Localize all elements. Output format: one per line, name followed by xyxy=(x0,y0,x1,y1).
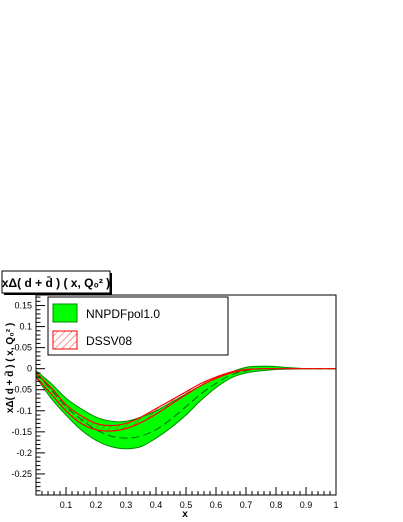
y-tick-label: 0 xyxy=(27,364,32,374)
x-axis-title: x xyxy=(182,509,188,520)
x-tick-label: 0.9 xyxy=(300,500,313,510)
legend-label-nnpdf: NNPDFpol1.0 xyxy=(86,307,160,321)
x-tick-label: 0.1 xyxy=(60,500,73,510)
title-box-shadow-right xyxy=(110,273,112,295)
legend-swatch-nnpdf xyxy=(52,303,78,323)
x-tick-label: 0.7 xyxy=(240,500,253,510)
x-tick-label: 0.3 xyxy=(120,500,133,510)
x-axis: 0.1 0.2 0.3 0.4 0.5 0.6 0.7 0.8 0.9 1 xyxy=(35,487,339,510)
legend-label-dssv: DSSV08 xyxy=(86,334,132,348)
legend-frame xyxy=(47,296,229,356)
legend-swatch-dssv xyxy=(52,330,78,350)
y-tick-label: -0.25 xyxy=(11,469,32,479)
y-axis-title: xΔ( d + d̄ ) ( x, Q₀² ) xyxy=(4,323,16,413)
x-tick-label: 0.5 xyxy=(180,500,193,510)
legend: NNPDFpol1.0 DSSV08 xyxy=(47,296,229,356)
y-tick-label: -0.05 xyxy=(11,385,32,395)
chart-title: xΔ( d + d̄ ) ( x, Q₀² ) xyxy=(2,276,110,290)
title-box-shadow-bottom xyxy=(4,293,112,295)
x-tick-label: 0.4 xyxy=(150,500,163,510)
y-tick-label: -0.15 xyxy=(11,427,32,437)
x-tick-label: 0.2 xyxy=(90,500,103,510)
y-tick-label: 0.05 xyxy=(14,343,32,353)
y-tick-label: 0.1 xyxy=(19,322,32,332)
y-tick-label: -0.2 xyxy=(16,448,32,458)
chart-title-box: xΔ( d + d̄ ) ( x, Q₀² ) xyxy=(1,270,112,295)
x-tick-label: 0.6 xyxy=(210,500,223,510)
x-tick-label: 1 xyxy=(333,500,338,510)
y-tick-label: -0.1 xyxy=(16,406,32,416)
y-axis: 0.15 0.1 0.05 0 -0.05 -0.1 -0.15 -0.2 -0.25 xyxy=(11,296,45,496)
y-tick-label: 0.15 xyxy=(14,301,32,311)
x-tick-label: 0.8 xyxy=(270,500,283,510)
